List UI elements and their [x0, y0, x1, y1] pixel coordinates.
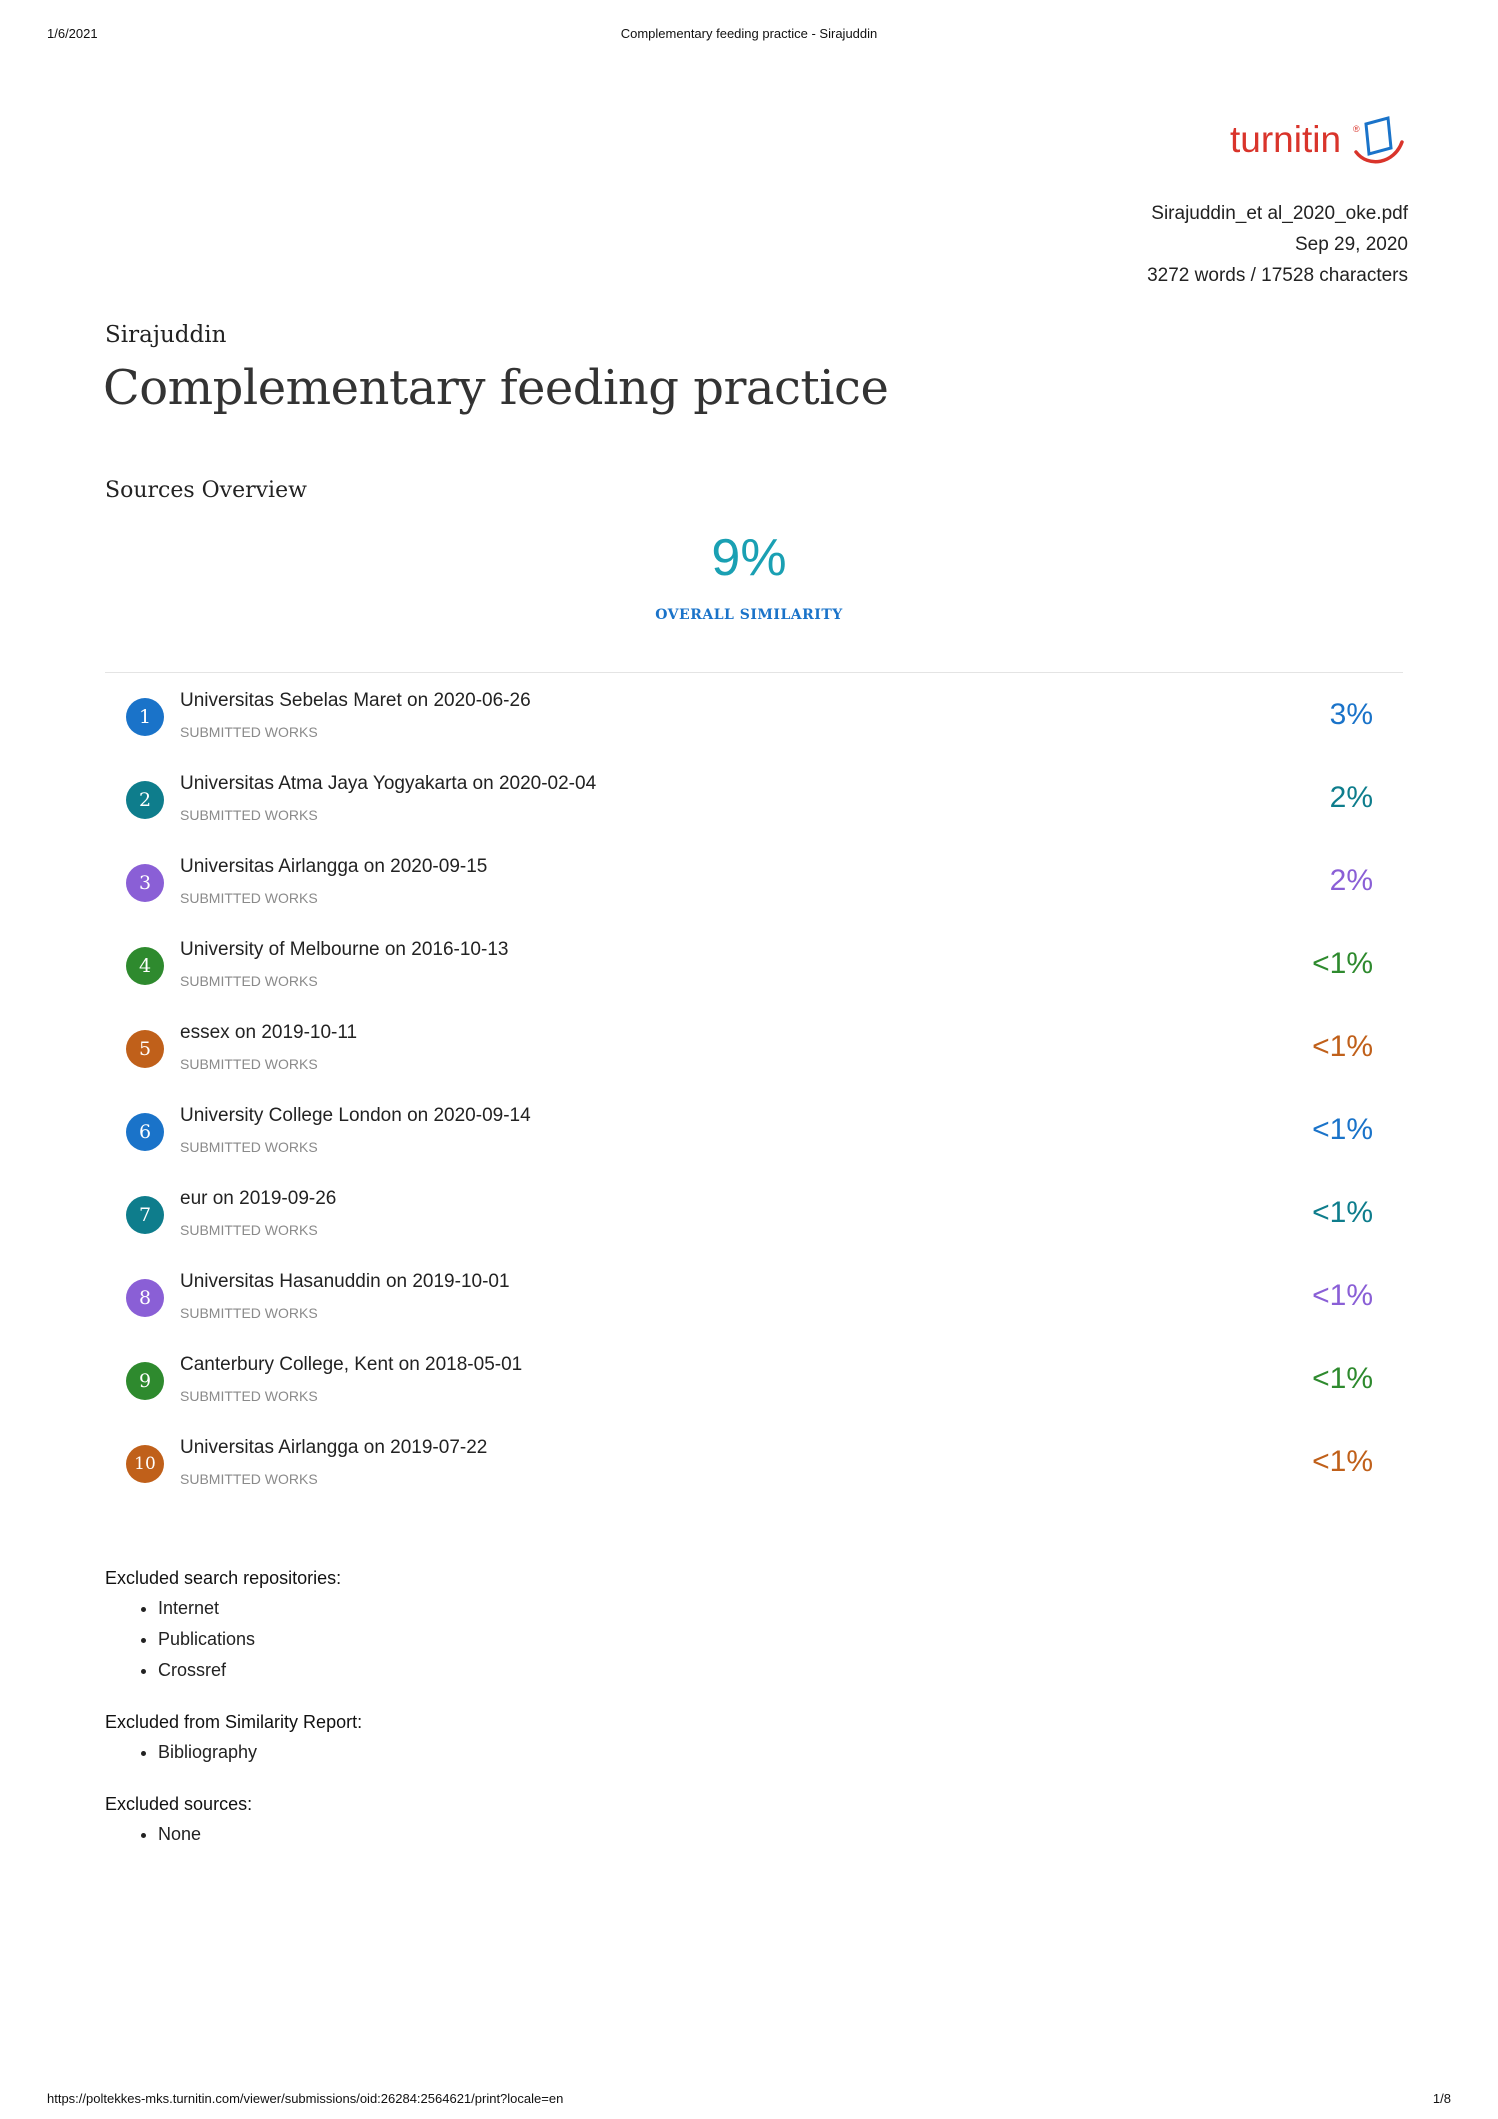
source-type: SUBMITTED WORKS [180, 973, 318, 989]
source-percentage: 2% [1329, 781, 1373, 814]
source-item[interactable]: 4 University of Melbourne on 2016-10-13 SU… [105, 925, 1403, 1008]
source-number-badge: 3 [126, 864, 164, 902]
source-type: SUBMITTED WORKS [180, 1222, 318, 1238]
excluded-sources: Excluded sources: None [105, 1794, 252, 1850]
source-percentage: <1% [1312, 1445, 1373, 1478]
source-percentage: <1% [1312, 1030, 1373, 1063]
source-percentage: <1% [1312, 1362, 1373, 1395]
excluded-repositories: Excluded search repositories: Internet P… [105, 1568, 341, 1686]
source-name[interactable]: University College London on 2020-09-14 [180, 1105, 531, 1126]
source-type: SUBMITTED WORKS [180, 890, 318, 906]
source-number-badge: 8 [126, 1279, 164, 1317]
excluded-sources-list: None [105, 1819, 252, 1850]
overall-similarity-value: 9% [711, 529, 787, 587]
source-type: SUBMITTED WORKS [180, 1388, 318, 1404]
source-number-badge: 5 [126, 1030, 164, 1068]
source-type: SUBMITTED WORKS [180, 724, 318, 740]
list-item: Bibliography [158, 1737, 362, 1768]
file-name: Sirajuddin_et al_2020_oke.pdf [1151, 203, 1408, 224]
page-number: 1/8 [1432, 2091, 1451, 2106]
excluded-sources-heading: Excluded sources: [105, 1794, 253, 1814]
source-type: SUBMITTED WORKS [180, 807, 318, 823]
word-char-count: 3272 words / 17528 characters [1147, 265, 1408, 286]
overall-similarity-label: OVERALL SIMILARITY [655, 607, 843, 623]
turnitin-logo: turnitin ® [1228, 114, 1408, 170]
source-name[interactable]: essex on 2019-10-11 [180, 1022, 358, 1043]
excluded-from-report-list: Bibliography [105, 1737, 362, 1768]
source-number-badge: 2 [126, 781, 164, 819]
source-name[interactable]: Canterbury College, Kent on 2018-05-01 [180, 1354, 523, 1375]
print-title: Complementary feeding practice - Sirajud… [620, 26, 878, 41]
turnitin-logo-mark-icon: turnitin ® [1230, 116, 1404, 164]
sources-overview-heading: Sources Overview [105, 478, 307, 503]
print-footer: https://poltekkes-mks.turnitin.com/viewe… [47, 2091, 1451, 2111]
svg-text:turnitin: turnitin [1230, 119, 1341, 160]
list-item: Publications [158, 1624, 341, 1655]
source-item[interactable]: 3 Universitas Airlangga on 2020-09-15 SUBM… [105, 842, 1403, 925]
source-item[interactable]: 6 University College London on 2020-09-14… [105, 1091, 1403, 1174]
print-header: 1/6/2021 Complementary feeding practice … [47, 26, 1451, 46]
list-item: Internet [158, 1593, 341, 1624]
divider [105, 672, 1403, 673]
excluded-from-report-heading: Excluded from Similarity Report: [105, 1712, 363, 1732]
print-date: 1/6/2021 [47, 26, 98, 41]
source-item[interactable]: 5 essex on 2019-10-11 SUBMITTED WORKS <1% [105, 1008, 1403, 1091]
source-type: SUBMITTED WORKS [180, 1471, 318, 1487]
source-name[interactable]: Universitas Atma Jaya Yogyakarta on 2020… [180, 773, 597, 794]
source-item[interactable]: 7 eur on 2019-09-26 SUBMITTED WORKS <1% [105, 1174, 1403, 1257]
document-title: Complementary feeding practice [103, 360, 889, 416]
source-number-badge: 1 [126, 698, 164, 736]
source-item[interactable]: 10 Universitas Airlangga on 2019-07-22 SUB… [105, 1423, 1403, 1506]
submission-date: Sep 29, 2020 [1294, 234, 1408, 255]
source-percentage: <1% [1312, 1279, 1373, 1312]
source-number-badge: 6 [126, 1113, 164, 1151]
source-percentage: 3% [1329, 698, 1373, 731]
source-percentage: <1% [1312, 1196, 1373, 1229]
source-item[interactable]: 2 Universitas Atma Jaya Yogyakarta on 202… [105, 759, 1403, 842]
source-item[interactable]: 1 Universitas Sebelas Maret on 2020-06-26… [105, 676, 1403, 759]
source-type: SUBMITTED WORKS [180, 1305, 318, 1321]
source-percentage: 2% [1329, 864, 1373, 897]
source-percentage: <1% [1312, 947, 1373, 980]
source-name[interactable]: Universitas Airlangga on 2019-07-22 [180, 1437, 488, 1458]
source-name[interactable]: eur on 2019-09-26 [180, 1188, 337, 1209]
source-name[interactable]: Universitas Sebelas Maret on 2020-06-26 [180, 690, 531, 711]
source-name[interactable]: University of Melbourne on 2016-10-13 [180, 939, 509, 960]
excluded-repositories-list: Internet Publications Crossref [105, 1593, 341, 1686]
source-list: 1 Universitas Sebelas Maret on 2020-06-26… [105, 676, 1403, 1506]
source-name[interactable]: Universitas Hasanuddin on 2019-10-01 [180, 1271, 510, 1292]
source-number-badge: 7 [126, 1196, 164, 1234]
source-number-badge: 9 [126, 1362, 164, 1400]
author-name: Sirajuddin [105, 322, 227, 348]
document-meta: Sirajuddin_et al_2020_oke.pdf Sep 29, 20… [1147, 198, 1408, 291]
list-item: Crossref [158, 1655, 341, 1686]
excluded-repositories-heading: Excluded search repositories: [105, 1568, 342, 1588]
source-name[interactable]: Universitas Airlangga on 2020-09-15 [180, 856, 488, 877]
source-percentage: <1% [1312, 1113, 1373, 1146]
source-number-badge: 10 [126, 1445, 164, 1483]
overall-similarity: 9% OVERALL SIMILARITY [0, 526, 1498, 623]
list-item: None [158, 1819, 252, 1850]
print-url: https://poltekkes-mks.turnitin.com/viewe… [47, 2091, 564, 2106]
excluded-from-report: Excluded from Similarity Report: Bibliog… [105, 1712, 362, 1768]
source-type: SUBMITTED WORKS [180, 1139, 318, 1155]
source-item[interactable]: 9 Canterbury College, Kent on 2018-05-01 S… [105, 1340, 1403, 1423]
svg-text:®: ® [1353, 124, 1360, 134]
source-item[interactable]: 8 Universitas Hasanuddin on 2019-10-01 SUB… [105, 1257, 1403, 1340]
source-number-badge: 4 [126, 947, 164, 985]
source-type: SUBMITTED WORKS [180, 1056, 318, 1072]
